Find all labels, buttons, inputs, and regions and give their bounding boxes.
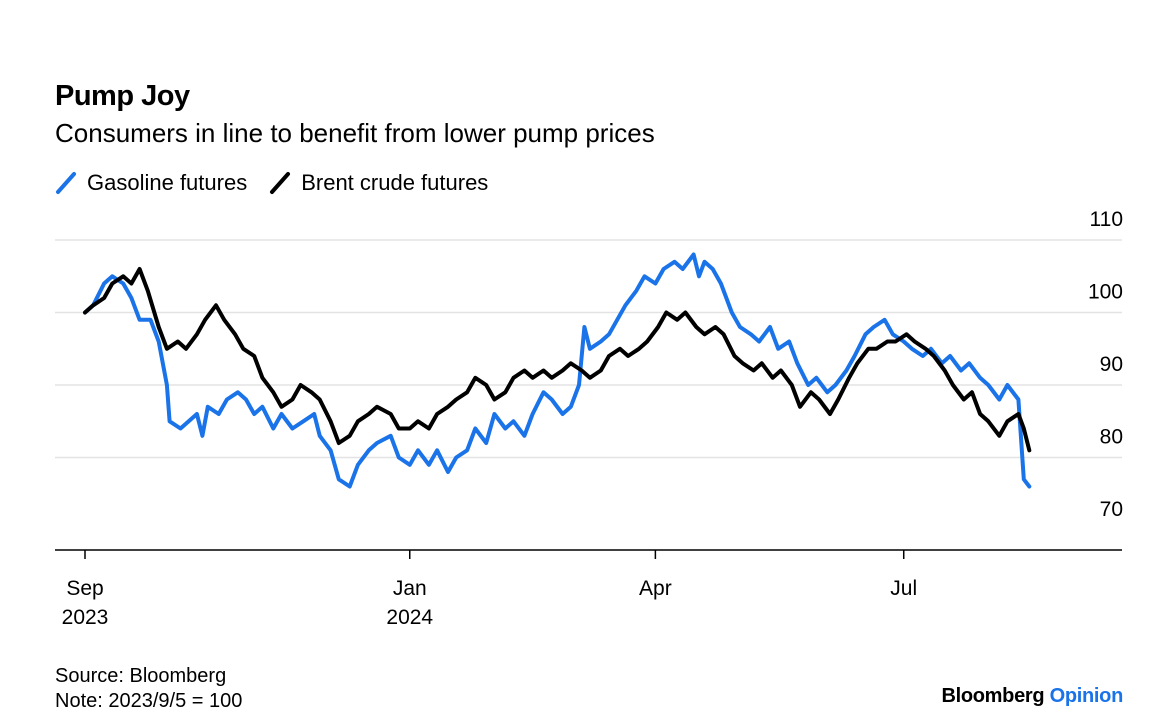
- gridlines: [55, 239, 1122, 459]
- series-lines: [83, 252, 1032, 489]
- y-tick-label: 70: [1100, 498, 1123, 521]
- y-tick-label: 80: [1100, 426, 1123, 449]
- x-tick-label: Jan: [393, 577, 427, 600]
- y-tick-label: 90: [1100, 353, 1123, 376]
- x-tick-label: Jul: [890, 577, 917, 600]
- x-axis: Sep 2023 Jan 2024 Apr Jul: [55, 549, 1122, 629]
- x-tick-label: Sep: [66, 577, 103, 600]
- legend-label-brent: Brent crude futures: [301, 170, 489, 195]
- chart-title: Pump Joy: [55, 80, 190, 112]
- legend-label-gasoline: Gasoline futures: [87, 170, 248, 195]
- source-text: Source: Bloomberg: [55, 665, 227, 687]
- footer-notes: Source: Bloomberg Note: 2023/9/5 = 100: [55, 664, 242, 714]
- x-tick-label: Apr: [639, 577, 672, 600]
- y-tick-label: 110: [1090, 208, 1123, 231]
- y-axis-labels: 70 80 90 100 110: [1088, 208, 1123, 521]
- brand-accent: Opinion: [1049, 685, 1124, 707]
- brand-main: Bloomberg: [941, 685, 1045, 707]
- note-text: Note: 2023/9/5 = 100: [55, 690, 243, 712]
- series-line-gasoline: [83, 252, 1032, 489]
- x-tick-label-year: 2024: [386, 606, 433, 629]
- y-tick-label: 100: [1088, 281, 1123, 304]
- series-line-brent: [83, 267, 1032, 453]
- chart-legend: Gasoline futures Brent crude futures: [55, 170, 510, 196]
- legend-item-brent: Brent crude futures: [269, 170, 488, 196]
- brand-logo: Bloomberg Opinion: [941, 685, 1123, 708]
- chart-subtitle: Consumers in line to benefit from lower …: [55, 118, 655, 148]
- legend-swatch-gasoline: [56, 172, 76, 194]
- legend-item-gasoline: Gasoline futures: [55, 170, 247, 196]
- legend-swatch-brent: [270, 172, 291, 194]
- x-tick-label-year: 2023: [62, 606, 109, 629]
